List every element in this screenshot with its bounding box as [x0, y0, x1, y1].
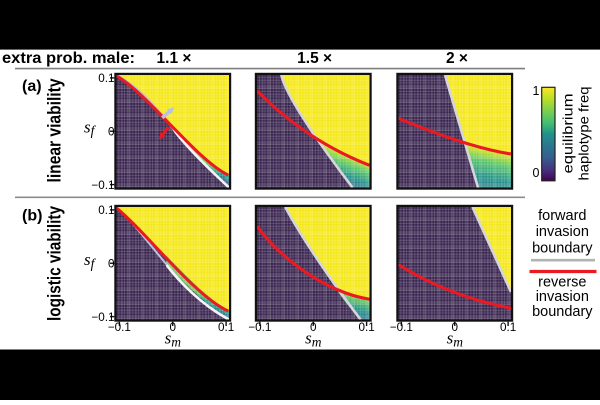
svg-text:0: 0 — [169, 321, 176, 334]
svg-text:sm: sm — [447, 329, 464, 350]
svg-text:boundary: boundary — [532, 240, 593, 256]
svg-text:−0.1: −0.1 — [390, 321, 413, 334]
svg-text:invasion: invasion — [536, 289, 589, 305]
svg-text:sm: sm — [305, 329, 322, 350]
svg-text:invasion: invasion — [536, 224, 589, 240]
svg-text:0.1: 0.1 — [218, 321, 234, 334]
svg-text:1: 1 — [533, 84, 540, 98]
svg-text:0: 0 — [108, 125, 115, 138]
svg-text:sf: sf — [84, 250, 97, 271]
svg-text:sm: sm — [165, 329, 182, 350]
svg-text:0.1: 0.1 — [358, 321, 374, 334]
svg-text:equilibrium: equilibrium — [560, 94, 576, 174]
svg-text:1.1 ×: 1.1 × — [157, 50, 192, 67]
svg-text:sf: sf — [84, 117, 97, 138]
svg-text:extra prob. male:: extra prob. male: — [2, 50, 135, 67]
svg-text:reverse: reverse — [538, 274, 586, 290]
svg-text:−0.1: −0.1 — [248, 321, 271, 334]
svg-text:boundary: boundary — [532, 304, 593, 320]
svg-text:0: 0 — [533, 166, 540, 180]
svg-text:0.1: 0.1 — [98, 72, 114, 85]
svg-text:0: 0 — [451, 321, 458, 334]
svg-text:0.1: 0.1 — [98, 204, 114, 217]
svg-text:−0.1: −0.1 — [108, 321, 131, 334]
svg-text:linear viability: linear viability — [44, 79, 64, 183]
svg-text:0: 0 — [108, 257, 115, 270]
svg-text:(b): (b) — [22, 207, 42, 224]
svg-text:2 ×: 2 × — [446, 50, 468, 67]
svg-text:forward: forward — [538, 208, 586, 224]
svg-text:0.1: 0.1 — [500, 321, 516, 334]
svg-text:1.5 ×: 1.5 × — [297, 50, 332, 67]
svg-text:logistic viability: logistic viability — [44, 206, 64, 321]
svg-text:haplotype freq: haplotype freq — [576, 87, 592, 181]
svg-text:−0.1: −0.1 — [91, 179, 114, 192]
svg-text:0: 0 — [310, 321, 317, 334]
svg-text:(a): (a) — [22, 78, 42, 95]
svg-text:−0.1: −0.1 — [91, 311, 114, 324]
